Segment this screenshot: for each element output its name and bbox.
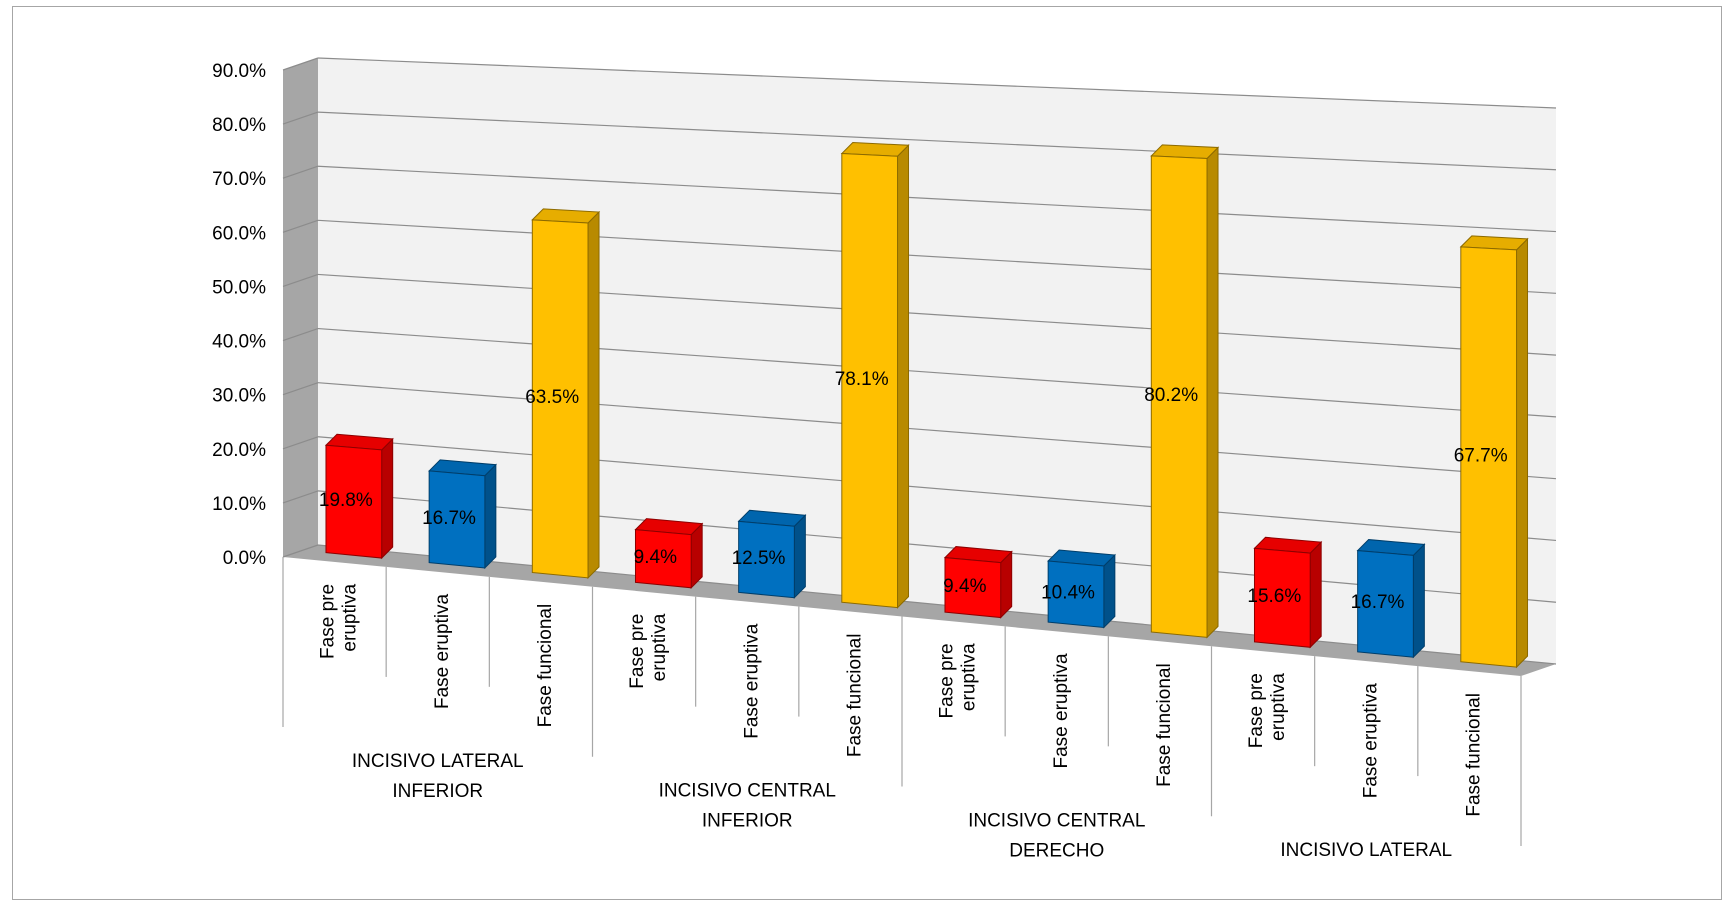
group-label: INCISIVO CENTRAL INFERIOR: [659, 781, 836, 832]
bar-front: [1357, 550, 1414, 658]
data-label: 9.4%: [943, 576, 986, 597]
gridline: [317, 382, 1557, 480]
side-gridline: [282, 219, 319, 233]
side-gridline: [282, 165, 319, 179]
gridline: [317, 57, 1557, 109]
back-wall: [318, 58, 1556, 664]
side-gridline: [282, 544, 319, 558]
bar-side: [1412, 543, 1425, 659]
gridline: [317, 273, 1557, 356]
bar-front: [738, 520, 795, 599]
group-label: INCISIVO LATERAL: [1280, 840, 1452, 861]
side-gridline: [282, 490, 319, 504]
bar-side: [1516, 237, 1529, 669]
group-label: INCISIVO LATERAL INFERIOR: [352, 751, 524, 802]
bar: [943, 546, 1013, 619]
data-label: 67.7%: [1454, 445, 1508, 466]
bar: [324, 433, 394, 560]
bar: [1459, 235, 1529, 669]
category-label: Fase funcional: [535, 604, 556, 728]
category-label: Fase funcional: [1154, 663, 1175, 787]
side-wall: [283, 58, 318, 557]
bar-side: [587, 210, 600, 580]
data-label: 16.7%: [1351, 592, 1405, 613]
category-label: Fase preeruptiva: [1246, 673, 1289, 748]
bar-side: [1309, 540, 1322, 649]
y-tick-label: 40.0%: [212, 332, 266, 353]
side-gridline: [282, 57, 319, 71]
category-label: Fase eruptiva: [1051, 653, 1072, 769]
bar: [1356, 539, 1426, 659]
y-tick-label: 0.0%: [223, 548, 266, 569]
data-label: 63.5%: [525, 387, 579, 408]
side-gridline: [282, 273, 319, 288]
bar-side: [793, 514, 806, 599]
category-label: Fase funcional: [844, 634, 865, 758]
bar-side: [1206, 146, 1219, 639]
y-tick-label: 50.0%: [212, 277, 266, 298]
bar: [531, 208, 601, 580]
bar-front: [944, 557, 1002, 619]
bar: [428, 459, 497, 570]
y-tick-label: 20.0%: [212, 440, 266, 461]
bar: [737, 509, 807, 599]
bar-front: [1253, 547, 1311, 648]
category-label: Fase preeruptiva: [318, 584, 361, 659]
gridline: [317, 436, 1557, 542]
category-label: Fase eruptiva: [432, 593, 453, 709]
bar: [840, 142, 910, 609]
bar-side: [897, 144, 910, 609]
y-tick-label: 30.0%: [212, 386, 266, 407]
data-label: 15.6%: [1247, 586, 1301, 607]
gridline: [317, 544, 1557, 665]
category-label: Fase preeruptiva: [627, 613, 670, 688]
gridline: [317, 165, 1557, 233]
y-tick-label: 80.0%: [212, 115, 266, 136]
gridline: [317, 327, 1557, 418]
data-label: 10.4%: [1041, 583, 1095, 604]
bar: [1150, 144, 1220, 639]
bar: [1253, 536, 1323, 649]
data-label: 16.7%: [422, 508, 476, 529]
data-label: 19.8%: [319, 490, 373, 511]
data-label: 12.5%: [732, 548, 786, 569]
chart-frame: [12, 6, 1722, 900]
y-tick-label: 90.0%: [212, 61, 266, 82]
y-tick-label: 60.0%: [212, 223, 266, 244]
bar-front: [634, 529, 692, 589]
floor: [283, 545, 1556, 676]
data-label: 80.2%: [1144, 385, 1198, 406]
bar: [1047, 549, 1116, 629]
bar-side: [1103, 553, 1116, 629]
category-label: Fase eruptiva: [1360, 683, 1381, 799]
bar-front: [1047, 560, 1105, 629]
bar-front: [325, 444, 383, 559]
gridline: [317, 111, 1557, 171]
y-tick-label: 70.0%: [212, 169, 266, 190]
data-label: 78.1%: [835, 369, 889, 390]
bar-side: [484, 463, 497, 570]
side-gridline: [282, 382, 319, 396]
bar-front: [841, 153, 899, 609]
y-tick-label: 10.0%: [212, 494, 266, 515]
gridline: [317, 219, 1557, 294]
bar-front: [1460, 246, 1518, 668]
side-gridline: [282, 436, 319, 450]
group-label: INCISIVO CENTRAL DERECHO: [968, 810, 1145, 861]
side-gridline: [282, 111, 319, 125]
category-label: Fase funcional: [1463, 693, 1484, 817]
bar-front: [531, 219, 589, 579]
gridline: [317, 490, 1557, 603]
bar-front: [428, 470, 486, 569]
category-label: Fase eruptiva: [741, 623, 762, 739]
bar-side: [381, 437, 394, 560]
category-label: Fase preeruptiva: [937, 643, 980, 718]
side-gridline: [282, 327, 319, 342]
bar-front: [1150, 155, 1208, 638]
bar: [634, 518, 704, 589]
data-label: 9.4%: [634, 547, 677, 568]
